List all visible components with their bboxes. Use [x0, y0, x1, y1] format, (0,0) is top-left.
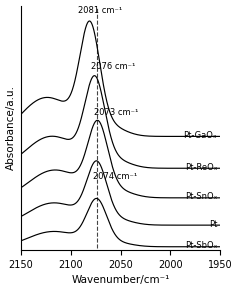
Text: Pt-GaOₓ: Pt-GaOₓ: [183, 131, 217, 140]
Text: Pt: Pt: [209, 219, 217, 228]
X-axis label: Wavenumber/cm⁻¹: Wavenumber/cm⁻¹: [71, 276, 170, 285]
Y-axis label: Absorbance/a.u.: Absorbance/a.u.: [5, 85, 15, 170]
Text: 2073 cm⁻¹: 2073 cm⁻¹: [94, 108, 138, 117]
Text: 2081 cm⁻¹: 2081 cm⁻¹: [78, 6, 122, 15]
Text: Pt-SbOₓ: Pt-SbOₓ: [185, 241, 217, 250]
Text: 2074 cm⁻¹: 2074 cm⁻¹: [93, 172, 137, 181]
Text: Pt-SnOₓ: Pt-SnOₓ: [185, 192, 217, 201]
Text: 2076 cm⁻¹: 2076 cm⁻¹: [91, 62, 135, 71]
Text: Pt-ReOₓ: Pt-ReOₓ: [185, 163, 217, 172]
